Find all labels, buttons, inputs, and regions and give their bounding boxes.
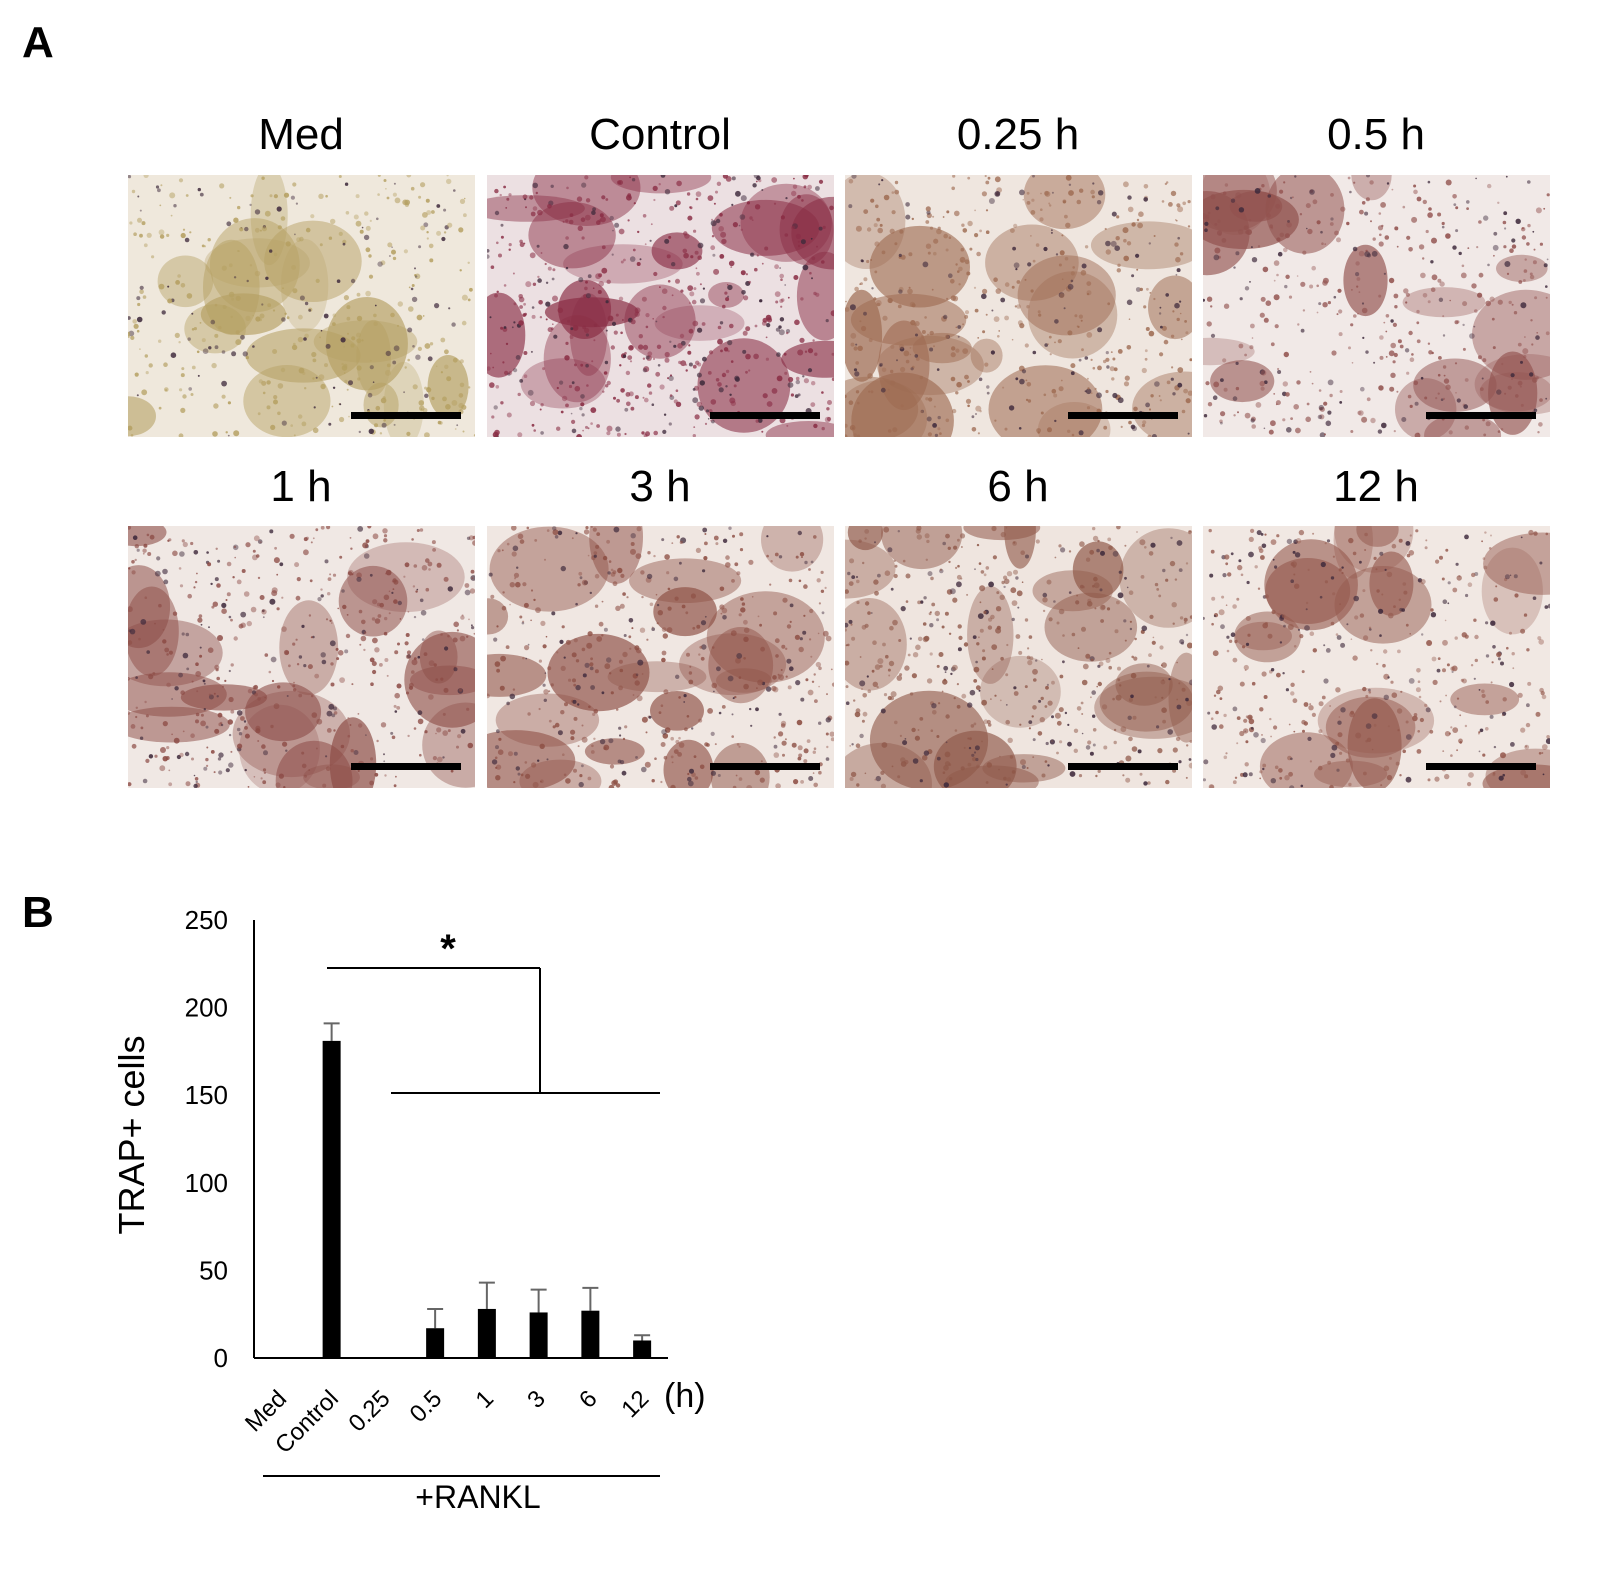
x-tick-label: 6	[574, 1385, 603, 1414]
y-tick-label: 0	[214, 1343, 228, 1373]
bar	[477, 1308, 496, 1358]
cell-texture	[487, 526, 834, 788]
micrograph-image	[128, 175, 475, 437]
scale-bar	[710, 412, 820, 419]
micrograph-image	[487, 526, 834, 788]
bar	[426, 1328, 445, 1358]
micrograph-title: 0.5 h	[1327, 110, 1425, 159]
scale-bar	[351, 763, 461, 770]
x-tick-label: 12	[616, 1385, 654, 1423]
micrograph-title: 6 h	[987, 462, 1049, 511]
y-tick-label: 150	[185, 1080, 228, 1110]
panel-a-letter: A	[22, 18, 54, 67]
scale-bar	[1068, 412, 1178, 419]
micrograph-title: 12 h	[1333, 462, 1419, 511]
micrograph-image	[1203, 526, 1550, 788]
rankl-group-label: +RANKL	[415, 1479, 540, 1515]
cell-texture	[128, 175, 475, 437]
micrograph-title: Med	[258, 110, 344, 159]
bar	[633, 1340, 652, 1358]
y-tick-label: 100	[185, 1168, 228, 1198]
micrograph-title: 0.25 h	[956, 110, 1080, 159]
scale-bar	[1426, 412, 1536, 419]
micrograph-image	[845, 526, 1192, 788]
cell-texture	[1203, 175, 1550, 437]
panel-b-letter: B	[22, 888, 54, 937]
micrograph-title: 1 h	[270, 462, 332, 511]
scale-bar	[710, 763, 820, 770]
cell-texture	[1203, 526, 1550, 788]
cell-texture	[845, 175, 1192, 437]
micrograph-image	[845, 175, 1192, 437]
bar	[374, 1357, 393, 1359]
trap-cells-bar-chart: TRAP+ cells * (h) +RANKL 0 50 100 150 200 250…	[111, 905, 706, 1515]
bar	[581, 1310, 600, 1358]
cell-texture	[845, 526, 1192, 788]
scale-bar	[1426, 763, 1536, 770]
cell-texture	[128, 526, 475, 788]
x-tick-label: 0.25	[343, 1385, 395, 1437]
x-tick-label: 1	[471, 1385, 500, 1414]
bar	[322, 1040, 341, 1358]
y-tick-label: 50	[199, 1255, 228, 1285]
scale-bar	[351, 412, 461, 419]
cell-texture	[487, 175, 834, 437]
y-axis-label: TRAP+ cells	[111, 1035, 152, 1234]
x-tick-label: 0.5	[405, 1385, 448, 1428]
unit-label: (h)	[664, 1377, 706, 1415]
x-tick-label: 3	[522, 1385, 551, 1414]
significance-star: *	[440, 927, 456, 971]
bar	[529, 1312, 548, 1358]
micrograph-title: 3 h	[629, 462, 691, 511]
y-tick-label: 200	[185, 993, 228, 1023]
scale-bar	[1068, 763, 1178, 770]
micrograph-image	[128, 526, 475, 788]
y-tick-label: 250	[185, 905, 228, 935]
micrograph-image	[1203, 175, 1550, 437]
micrograph-title: Control	[589, 110, 731, 159]
micrograph-image	[487, 175, 834, 437]
